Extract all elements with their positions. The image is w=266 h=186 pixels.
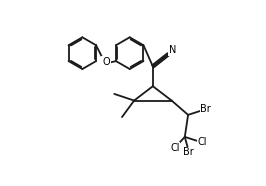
Text: O: O bbox=[102, 57, 110, 67]
Text: Cl: Cl bbox=[198, 137, 207, 147]
Text: Br: Br bbox=[200, 104, 211, 114]
Text: N: N bbox=[169, 45, 176, 55]
Text: Br: Br bbox=[183, 147, 193, 157]
Text: Cl: Cl bbox=[170, 143, 180, 153]
